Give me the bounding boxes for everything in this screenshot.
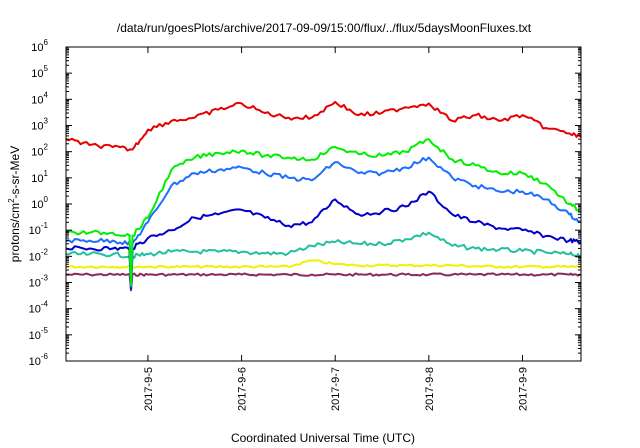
x-tick-label: 2017-9-8 [424,367,436,411]
x-tick-label: 2017-9-5 [143,367,155,411]
y-tick-label: 10-2 [29,247,49,263]
y-axis-label-rest: -s-sr-MeV [8,146,22,199]
y-tick-label: 105 [31,64,48,80]
y-axis-label: protons/cm2-s-sr-MeV [7,146,22,262]
chart-title: /data/run/goesPlots/archive/2017-09-09/1… [117,21,532,35]
series-line-4 [65,231,582,290]
y-tick-label: 102 [31,143,48,159]
series-layer [65,100,582,292]
y-axis-label-main: protons/cm [8,203,22,262]
series-line-5 [65,259,582,269]
series-line-2 [65,156,582,288]
y-tick-label: 10-3 [29,274,49,290]
y-tick-label: 104 [31,90,48,106]
series-line-3 [65,190,582,290]
y-tick-label: 10-1 [29,221,49,237]
y-tick-label: 103 [31,117,48,133]
tick-layer: 10-6 10-5 10-4 10-3 10-2 10-1 100 101 102 103 104 1… [29,38,581,411]
x-tick-label: 2017-9-6 [237,367,249,411]
y-axis-label-superscript: 2 [7,198,16,203]
series-line-0 [65,100,582,152]
y-tick-label: 10-6 [29,352,49,368]
y-tick-label: 101 [31,169,48,185]
plot-frame [65,46,582,362]
y-tick-label: 106 [31,38,48,54]
x-tick-label: 2017-9-9 [517,367,529,411]
x-axis-label: Coordinated Universal Time (UTC) [231,431,415,445]
y-tick-label: 10-4 [29,300,49,316]
series-line-6 [66,272,582,292]
x-tick-label: 2017-9-7 [330,367,342,411]
y-tick-label: 10-5 [29,326,49,342]
y-tick-label: 100 [31,195,48,211]
series-line-1 [65,138,582,286]
